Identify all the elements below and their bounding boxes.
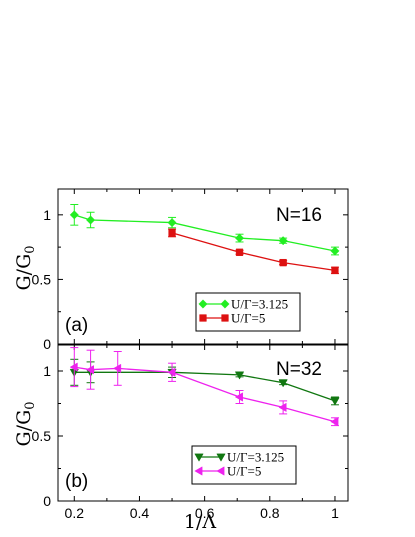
series-line <box>171 232 336 272</box>
data-point <box>113 363 122 374</box>
data-point <box>330 417 339 427</box>
y-tick-label: 1 <box>43 363 51 379</box>
y-tick-label: 0 <box>43 336 51 352</box>
legend-marker <box>194 466 203 476</box>
legend-marker <box>216 466 225 476</box>
panel-a-label: (a) <box>65 315 88 336</box>
y-tick-label: 0.5 <box>32 428 52 444</box>
svg-text:G/G0: G/G0 <box>13 401 38 446</box>
legend-label: U/Γ=3.125 <box>231 297 288 312</box>
panel-a-ylabel-main: G/G <box>13 254 35 291</box>
legend-label: U/Γ=5 <box>227 464 261 479</box>
y-tick-label: 0 <box>43 493 51 509</box>
y-tick-label: 1 <box>43 207 51 223</box>
data-point <box>330 246 340 256</box>
data-point <box>69 210 79 220</box>
x-tick-label: 1 <box>331 505 339 521</box>
panel-a-ticks: 00.51 <box>32 189 348 352</box>
panel-a-ylabel: G/G0 <box>13 245 38 290</box>
data-point <box>85 365 94 375</box>
data-point <box>330 397 340 406</box>
data-point <box>235 248 244 256</box>
series-line <box>74 371 336 402</box>
x-tick-label: 0.8 <box>260 505 280 521</box>
panel-b-annotation: N=32 <box>276 359 322 380</box>
legend-label: U/Γ=5 <box>231 311 265 326</box>
legend-marker <box>221 314 229 322</box>
panel-b-ticks: 0.2 0.4 0.6 0.8 1 0 0.5 1 <box>32 345 348 521</box>
data-point <box>331 266 339 275</box>
data-point <box>234 392 243 402</box>
data-point <box>279 258 287 267</box>
x-tick-label: 0.4 <box>130 505 150 521</box>
legend-marker <box>199 314 207 322</box>
panel-b-ylabel: G/G0 <box>13 401 38 446</box>
legend-marker <box>198 299 208 309</box>
data-point <box>86 215 96 225</box>
panel-a-frame <box>57 188 349 345</box>
data-point <box>234 233 245 243</box>
data-point <box>234 371 245 380</box>
data-point <box>168 229 176 237</box>
legend-marker <box>220 299 230 309</box>
data-point <box>167 218 177 228</box>
panel-a-series <box>69 204 340 275</box>
y-tick-label: 0.5 <box>32 271 52 287</box>
panel-b-label: (b) <box>65 471 88 492</box>
panel-a-ylabel-sub: 0 <box>23 245 38 253</box>
panel-b-ylabel-sub: 0 <box>23 401 38 409</box>
x-tick-label: 0.2 <box>65 505 85 521</box>
panel-b-legend-box <box>191 445 297 485</box>
panel-b-frame <box>57 344 349 502</box>
x-axis-title: 1/Λ <box>184 511 216 533</box>
panel-b-ylabel-main: G/G <box>13 410 35 447</box>
data-point <box>69 362 78 372</box>
panel-a-legend-box <box>195 292 301 332</box>
legend-label: U/Γ=3.125 <box>227 450 284 465</box>
panel-b: 0.2 0.4 0.6 0.8 100.51 N=32 (b) G/G0 U/Γ=3.1… <box>13 344 349 533</box>
legend-marker <box>194 453 204 462</box>
legend-marker <box>216 453 226 462</box>
data-point <box>278 379 288 388</box>
panel-b-series <box>69 347 340 427</box>
svg-text:G/G0: G/G0 <box>13 245 38 290</box>
data-point <box>167 367 176 377</box>
x-tick-label: 0.6 <box>195 505 215 521</box>
data-point <box>278 236 288 246</box>
data-point <box>278 402 287 413</box>
panel-a-annotation: N=16 <box>276 205 322 226</box>
